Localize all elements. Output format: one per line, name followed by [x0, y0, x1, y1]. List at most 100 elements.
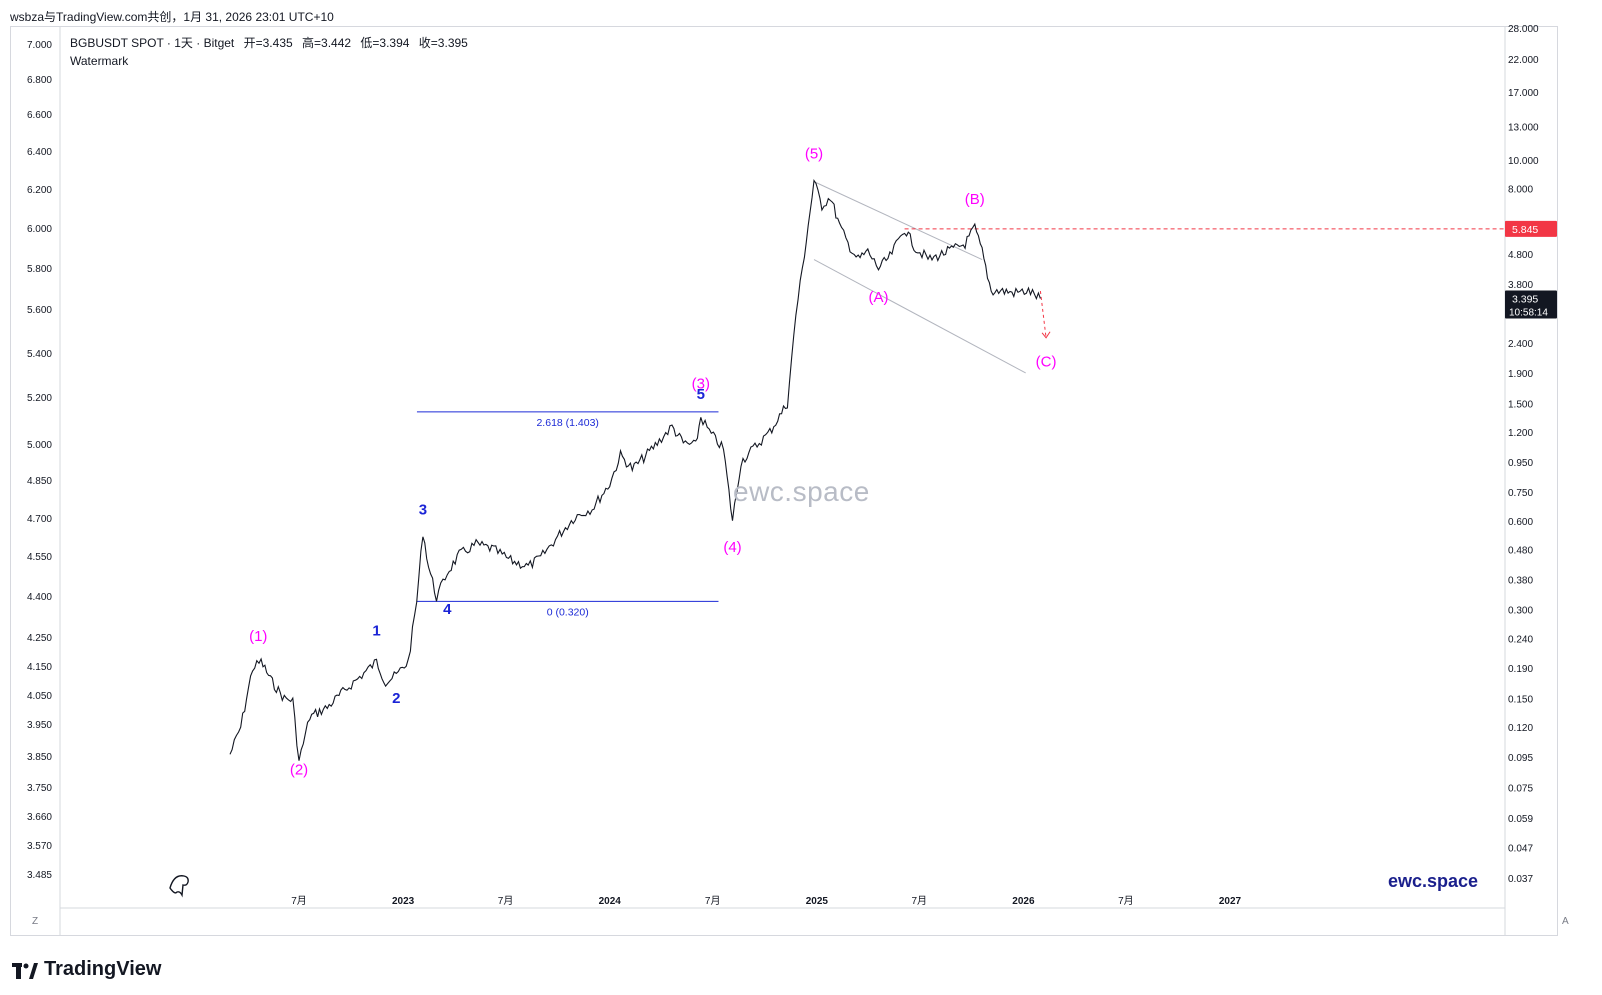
x-axis-tick: 2025 — [806, 896, 829, 907]
left-axis-tick: 5.800 — [27, 264, 52, 275]
right-price-axis: 28.00022.00017.00013.00010.0008.0006.000… — [1508, 24, 1539, 885]
right-axis-tick: 1.200 — [1508, 428, 1533, 439]
left-axis-tick: 4.050 — [27, 691, 52, 702]
left-axis-tick: 3.950 — [27, 720, 52, 731]
left-axis-tick: 6.600 — [27, 110, 52, 121]
wave-labels: (1) (2) (3) (4) (5) (A) (B) (C) 1 2 3 4 5 — [169, 146, 1057, 898]
chart-credit: wsbza与TradingView.com共创，1月 31, 2026 23:0… — [10, 10, 334, 24]
wave-label: 3 — [419, 502, 427, 519]
left-axis-tick: 3.850 — [27, 752, 52, 763]
right-axis-tick: 0.095 — [1508, 753, 1533, 764]
corner-watermark: ewc.space — [1388, 871, 1479, 891]
right-axis-tick: 0.190 — [1508, 664, 1533, 675]
right-axis-tick: 0.047 — [1508, 843, 1533, 854]
dino-icon — [169, 875, 189, 898]
right-axis-tick: 0.150 — [1508, 695, 1533, 706]
x-axis-tick: 7月 — [912, 895, 928, 907]
tradingview-logo[interactable]: TradingView — [12, 958, 161, 981]
price-tag-bg — [1505, 290, 1557, 319]
right-axis-tick: 1.500 — [1508, 399, 1533, 410]
legend-watermark-label[interactable]: Watermark — [70, 54, 129, 68]
right-axis-tick: 13.000 — [1508, 122, 1539, 133]
legend-close: 收=3.395 — [418, 36, 468, 50]
right-axis-tick: 4.800 — [1508, 250, 1533, 261]
right-axis-tick: 0.380 — [1508, 575, 1533, 586]
right-axis-tick: 17.000 — [1508, 88, 1539, 99]
right-axis-tick: 10.000 — [1508, 156, 1539, 167]
x-axis-tick: 2024 — [599, 896, 622, 907]
price-tag-label: 3.395 — [1512, 294, 1538, 306]
right-axis-tick: 28.000 — [1508, 24, 1539, 35]
left-axis-tick: 5.200 — [27, 393, 52, 404]
left-axis-tick: 6.000 — [27, 224, 52, 235]
x-axis-tick: 7月 — [705, 895, 721, 907]
wave-label: (C) — [1036, 353, 1057, 370]
price-tag-countdown: 10:58:14 — [1509, 308, 1548, 319]
right-axis-tick: 0.950 — [1508, 458, 1533, 469]
left-axis-tick: 4.550 — [27, 552, 52, 563]
right-axis-tick: 22.000 — [1508, 55, 1539, 66]
legend-open: 开=3.435 — [243, 36, 293, 50]
price-tag-label: 5.845 — [1512, 224, 1538, 236]
wave-label: (1) — [249, 628, 267, 645]
left-axis-tick: 7.000 — [27, 40, 52, 51]
price-series — [229, 178, 1041, 761]
channel-line — [813, 259, 1026, 374]
wave-label: (2) — [290, 761, 308, 778]
right-axis-tick: 0.037 — [1508, 874, 1533, 885]
left-axis-tick: 4.850 — [27, 476, 52, 487]
left-axis-tick: 4.400 — [27, 592, 52, 603]
x-axis-tick: 7月 — [291, 895, 307, 907]
right-axis-tick: 0.480 — [1508, 545, 1533, 556]
left-axis-tick: 4.150 — [27, 662, 52, 673]
right-axis-tick: 0.600 — [1508, 517, 1533, 528]
left-axis-tick: 3.570 — [27, 841, 52, 852]
time-axis: 7月 2023 7月 2024 7月 2025 7月 2026 7月 2027 — [291, 895, 1241, 907]
fib-extension: 2.618 (1.403) 0 (0.320) — [416, 411, 719, 618]
right-axis-tick: 0.075 — [1508, 783, 1533, 794]
wave-label: (3) — [692, 376, 710, 393]
right-axis-tick: 3.800 — [1508, 280, 1533, 291]
auto-scale-button[interactable]: A — [1562, 916, 1569, 927]
wave-label: (A) — [869, 289, 889, 306]
wave-label: 5 — [697, 386, 705, 403]
price-tag-bg — [1505, 220, 1557, 237]
wave-label: (4) — [723, 539, 741, 556]
wave-label: 2 — [392, 690, 400, 707]
channel-line — [813, 181, 983, 261]
right-axis-tick: 8.000 — [1508, 185, 1533, 196]
left-axis-tick: 3.750 — [27, 783, 52, 794]
right-axis-tick: 0.120 — [1508, 723, 1533, 734]
wave-label: 1 — [372, 623, 380, 640]
tradingview-logo-icon — [12, 962, 38, 979]
left-axis-tick: 4.250 — [27, 633, 52, 644]
left-axis-tick: 3.660 — [27, 812, 52, 823]
left-axis-tick: 6.800 — [27, 75, 52, 86]
zoom-corner-button[interactable]: Z — [32, 916, 39, 927]
left-price-axis: 7.000 6.800 6.600 6.400 6.200 6.000 5.800 5.600… — [27, 40, 52, 881]
legend-symbol[interactable]: BGBUSDT SPOT · 1天 · Bitget — [70, 36, 235, 50]
channel-lines — [813, 181, 1505, 374]
x-axis-tick: 7月 — [1118, 895, 1134, 907]
left-axis-tick: 4.700 — [27, 514, 52, 525]
right-axis-tick: 1.900 — [1508, 369, 1533, 380]
center-watermark: ewc.space — [733, 476, 870, 507]
left-axis-tick: 3.485 — [27, 870, 52, 881]
right-axis-tick: 0.750 — [1508, 488, 1533, 499]
fib-level-label: 0 (0.320) — [547, 606, 589, 618]
right-axis-tick: 2.400 — [1508, 339, 1533, 350]
right-axis-tick: 0.059 — [1508, 814, 1533, 825]
left-axis-tick: 5.400 — [27, 349, 52, 360]
x-axis-tick: 7月 — [498, 895, 514, 907]
projection-arrow — [1039, 290, 1047, 338]
wave-label: (5) — [805, 146, 823, 163]
tradingview-logo-text: TradingView — [44, 958, 162, 980]
left-axis-tick: 6.200 — [27, 185, 52, 196]
x-axis-tick: 2023 — [392, 896, 415, 907]
wave-label: 4 — [443, 601, 452, 618]
right-axis-tick: 0.300 — [1508, 606, 1533, 617]
wave-label: (B) — [965, 191, 985, 208]
legend-low: 低=3.394 — [360, 36, 410, 50]
x-axis-tick: 2027 — [1219, 896, 1242, 907]
